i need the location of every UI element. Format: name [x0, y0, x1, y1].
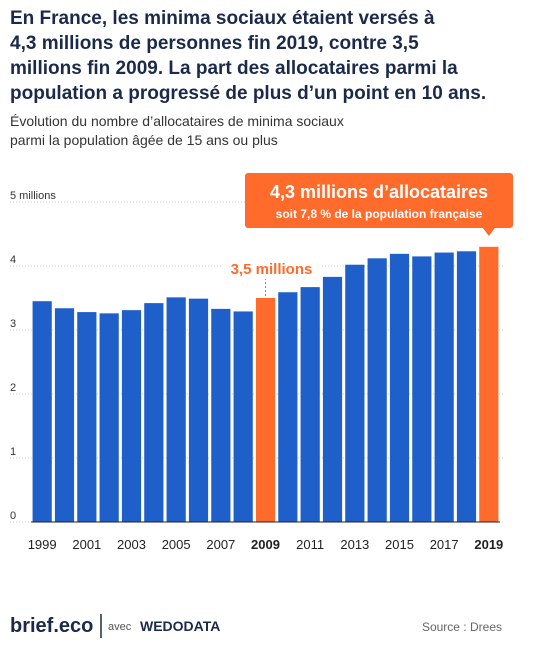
bar: [479, 246, 499, 523]
bar: [345, 264, 365, 522]
y-tick-label: 4: [10, 254, 16, 266]
title-line: millions fin 2009. La part des allocatai…: [10, 58, 458, 79]
bar: [121, 310, 142, 522]
y-tick-label: 0: [10, 510, 16, 522]
bar: [99, 313, 119, 522]
y-tick-label: 1: [10, 446, 16, 458]
callout-pointer: [482, 228, 495, 236]
title-line: En France, les minima sociaux étaient ve…: [10, 8, 435, 29]
with: avec: [108, 621, 132, 633]
source: Source : Drees: [422, 620, 502, 634]
x-tick-label: 2019: [474, 537, 503, 552]
bar: [77, 312, 97, 522]
x-tick-label: 2009: [251, 537, 280, 552]
y-tick-label: 2: [10, 382, 16, 394]
callout-subtext: soit 7,8 % de la population française: [276, 207, 483, 221]
callout-text: 4,3 millions d’allocataires: [270, 182, 488, 202]
x-tick-label: 2007: [206, 537, 235, 552]
subtitle-line: Évolution du nombre d’allocataires de mi…: [10, 113, 344, 129]
title-line: 4,3 millions de personnes fin 2019, cont…: [10, 33, 419, 54]
bar: [211, 308, 231, 522]
bar: [456, 251, 477, 522]
brand: brief.eco: [10, 615, 93, 637]
bar: [300, 287, 320, 522]
x-tick-label: 2017: [430, 537, 459, 552]
x-tick-label: 2003: [117, 537, 146, 552]
bar: [233, 311, 253, 522]
bar: [32, 301, 52, 522]
subtitle-line: parmi la population âgée de 15 ans ou pl…: [10, 132, 278, 148]
bar: [367, 258, 387, 522]
bar: [255, 298, 276, 522]
bar: [188, 298, 209, 522]
x-tick-label: 1999: [28, 537, 57, 552]
y-tick-label: 3: [10, 318, 16, 330]
annotation: 3,5 millions: [231, 261, 313, 278]
bar: [389, 253, 410, 522]
bar: [434, 252, 454, 522]
annotation-bg: [221, 257, 322, 279]
bar: [322, 276, 343, 522]
bar: [54, 308, 75, 522]
title-line: population a progressé de plus d’un poin…: [10, 83, 486, 104]
bar: [412, 256, 432, 522]
x-tick-label: 2013: [340, 537, 369, 552]
partner: WEDODATA: [140, 618, 220, 634]
bar: [166, 297, 186, 522]
x-tick-label: 2001: [72, 537, 101, 552]
x-tick-label: 2005: [162, 537, 191, 552]
callout-box: [245, 173, 513, 228]
x-tick-label: 2011: [296, 537, 324, 552]
bar: [278, 292, 298, 522]
y-tick-label: 5 millions: [10, 190, 56, 202]
x-tick-label: 2015: [385, 537, 414, 552]
bar: [144, 303, 164, 522]
